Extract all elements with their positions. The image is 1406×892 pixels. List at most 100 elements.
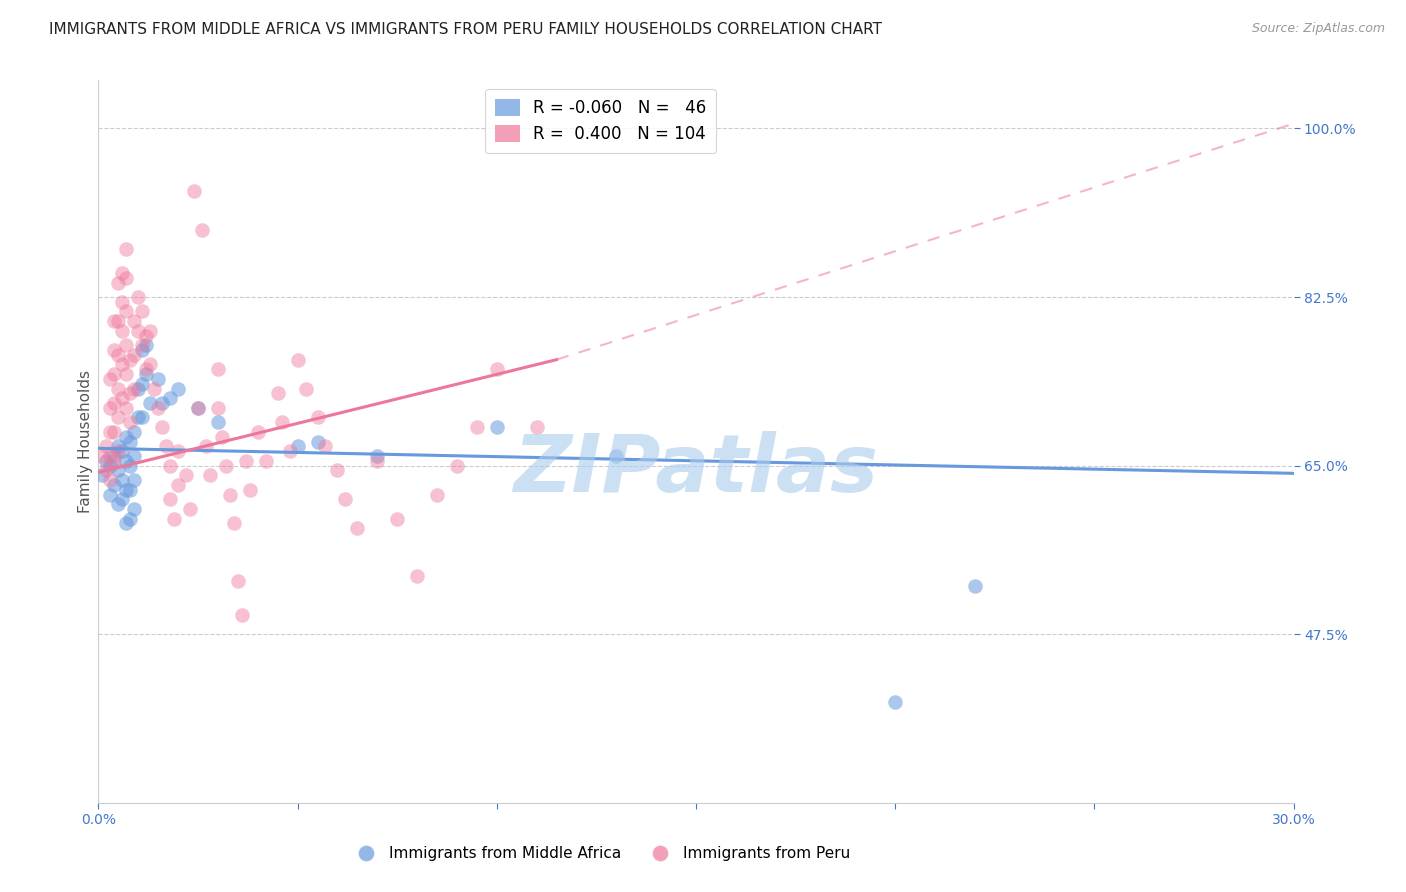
Point (426, 487, 449, 501)
Point (139, 396, 162, 410)
Point (124, 314, 146, 328)
Point (485, 362, 508, 376)
Text: IMMIGRANTS FROM MIDDLE AFRICA VS IMMIGRANTS FROM PERU FAMILY HOUSEHOLDS CORRELAT: IMMIGRANTS FROM MIDDLE AFRICA VS IMMIGRA… (49, 22, 882, 37)
Point (222, 516, 245, 531)
Point (103, 343, 125, 357)
Point (150, 396, 173, 410)
Point (98, 401, 122, 415)
Point (127, 290, 149, 304)
Point (107, 410, 129, 425)
Point (287, 439, 309, 453)
Point (198, 468, 221, 483)
Point (159, 391, 181, 405)
Point (111, 324, 134, 338)
Point (143, 382, 166, 396)
Point (124, 502, 146, 516)
Text: Source: ZipAtlas.com: Source: ZipAtlas.com (1251, 22, 1385, 36)
Point (346, 521, 368, 535)
Point (139, 324, 162, 338)
Point (91, 468, 114, 483)
Point (315, 439, 337, 453)
Point (103, 478, 125, 492)
Point (120, 434, 142, 449)
Point (159, 458, 181, 473)
Point (98, 449, 122, 463)
Point (211, 430, 233, 444)
Point (183, 184, 205, 198)
Point (107, 314, 129, 328)
Point (103, 449, 125, 463)
Point (131, 410, 153, 425)
Point (115, 242, 138, 256)
Point (103, 396, 125, 410)
Point (163, 511, 186, 525)
Point (485, 420, 508, 434)
Point (111, 492, 134, 507)
Point (219, 487, 242, 501)
Point (107, 348, 129, 362)
Point (103, 425, 125, 439)
Point (167, 444, 190, 458)
Point (287, 352, 309, 367)
Point (96, 463, 118, 477)
Point (120, 352, 142, 367)
Point (135, 328, 157, 343)
Point (135, 362, 157, 376)
Point (526, 420, 548, 434)
Point (107, 439, 129, 453)
Point (98, 372, 122, 386)
Point (115, 430, 138, 444)
Point (215, 458, 238, 473)
Point (120, 386, 142, 401)
Point (96, 439, 118, 453)
Point (278, 444, 301, 458)
Point (406, 569, 429, 583)
Point (111, 473, 134, 487)
Point (115, 516, 138, 531)
Point (131, 338, 153, 352)
Point (335, 492, 357, 507)
Point (150, 420, 173, 434)
Point (465, 420, 488, 434)
Point (131, 343, 153, 357)
Point (115, 270, 138, 285)
Point (96, 454, 118, 468)
Point (107, 463, 129, 477)
Point (231, 607, 253, 622)
Legend: Immigrants from Middle Africa, Immigrants from Peru: Immigrants from Middle Africa, Immigrant… (344, 840, 856, 867)
Point (111, 444, 134, 458)
Point (91, 449, 114, 463)
Point (98, 458, 122, 473)
Point (124, 473, 146, 487)
Point (254, 454, 277, 468)
Point (207, 362, 229, 376)
Point (120, 511, 142, 525)
Point (366, 449, 388, 463)
Point (148, 372, 170, 386)
Point (107, 382, 129, 396)
Point (963, 579, 986, 593)
Point (294, 382, 316, 396)
Point (115, 367, 138, 381)
Point (120, 483, 142, 497)
Point (115, 338, 138, 352)
Point (131, 304, 153, 318)
Point (115, 304, 138, 318)
Point (111, 391, 134, 405)
Point (115, 401, 138, 415)
Point (124, 382, 146, 396)
Point (239, 483, 262, 497)
Point (446, 458, 468, 473)
Point (187, 401, 209, 415)
Point (191, 222, 214, 236)
Point (159, 492, 181, 507)
Y-axis label: Family Households: Family Households (77, 370, 93, 513)
Point (155, 439, 177, 453)
Point (107, 497, 129, 511)
Point (103, 367, 125, 381)
Point (207, 401, 229, 415)
Point (307, 410, 329, 425)
Point (127, 410, 149, 425)
Point (366, 454, 388, 468)
Point (124, 348, 146, 362)
